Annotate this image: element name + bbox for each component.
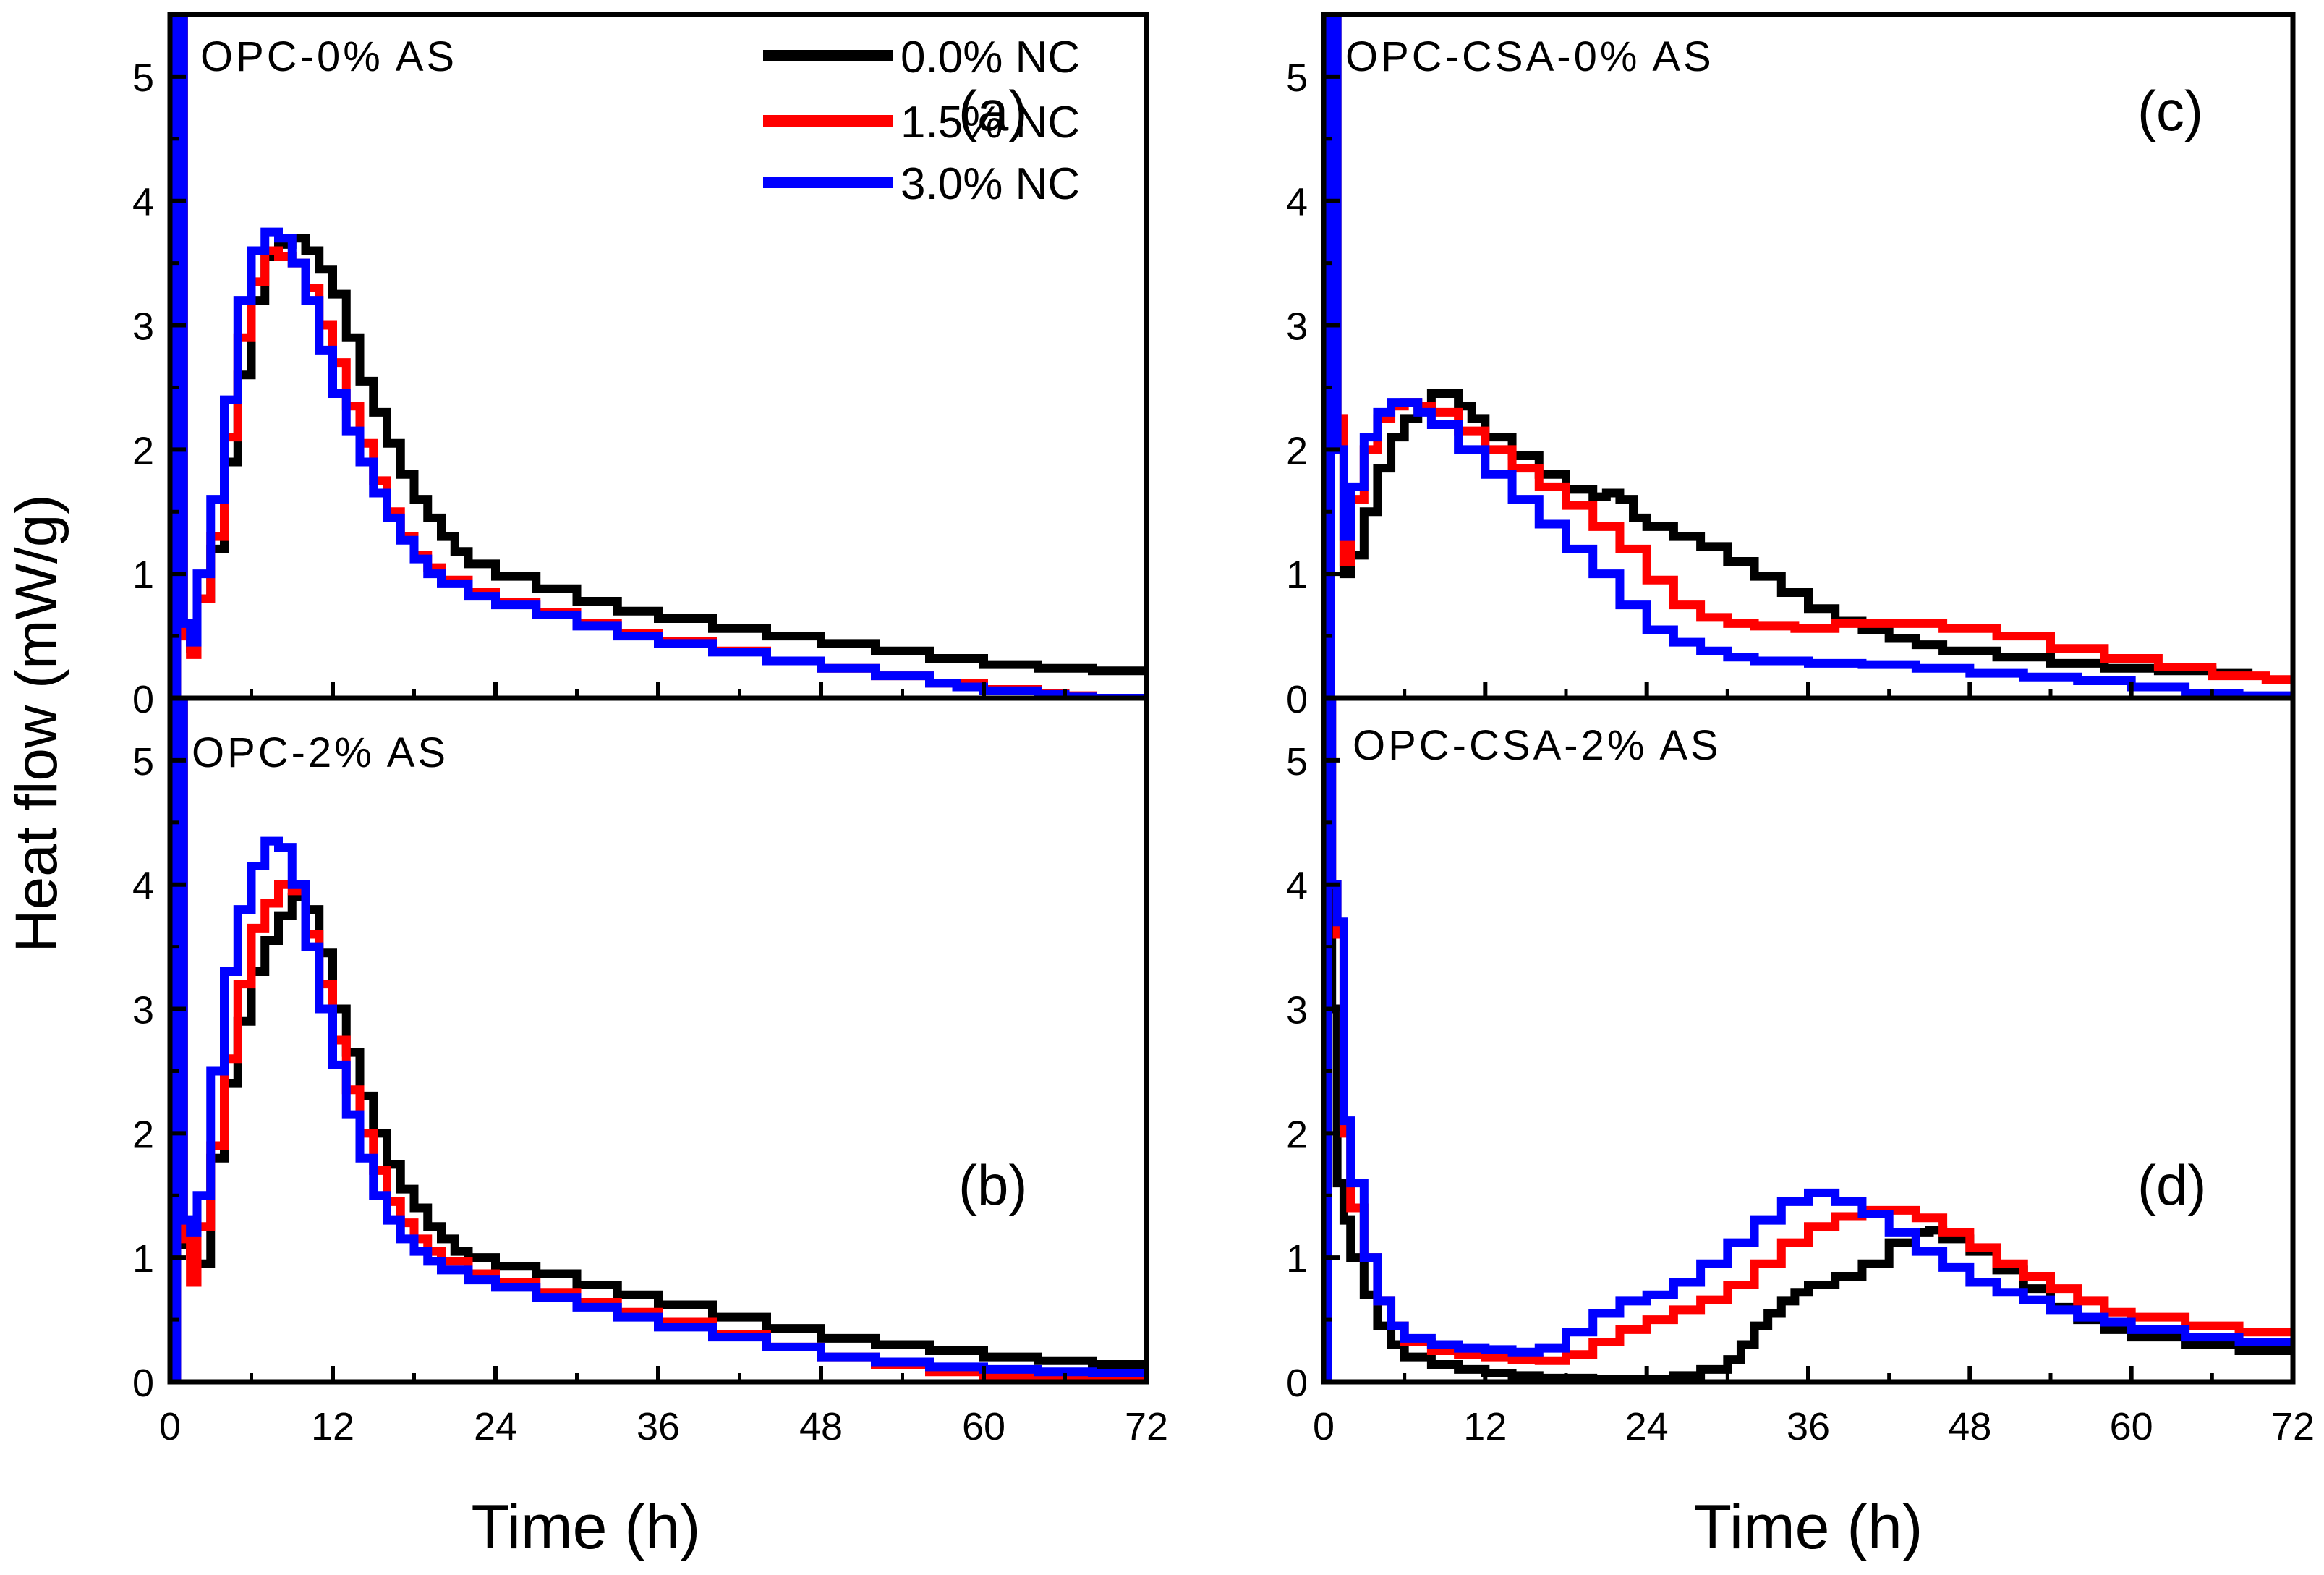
x-tick-label-b-3: 36 [637, 1405, 680, 1448]
series-b-0 [170, 698, 1146, 1382]
legend-label-0: 0.0% NC [901, 33, 1080, 82]
panel-label-c: (c) [2137, 79, 2203, 143]
x-tick-label-b-5: 60 [962, 1405, 1005, 1448]
x-tick-label-d-4: 48 [1948, 1405, 1991, 1448]
y-tick-label-d-0: 0 [1286, 1362, 1308, 1405]
y-tick-label-a-5: 5 [132, 56, 154, 100]
series-group-c [1324, 14, 2293, 698]
x-tick-label-b-0: 0 [159, 1405, 181, 1448]
series-c-0 [1324, 14, 2253, 698]
series-c-1 [1324, 14, 2293, 698]
panel-a: 0 1 2 3 4 5 OPC-0% AS (a) [132, 12, 1149, 721]
panel-title-c: OPC-CSA-0% AS [1345, 33, 1714, 80]
y-tick-label-b-0: 0 [132, 1362, 154, 1405]
x-tick-label-b-1: 12 [311, 1405, 354, 1448]
series-a-2 [170, 14, 1146, 698]
legend-item-0: 0.0% NC [763, 33, 1080, 82]
panel-label-b: (b) [958, 1153, 1027, 1217]
y-tick-label-a-2: 2 [132, 429, 154, 472]
y-tick-label-c-0: 0 [1286, 678, 1308, 721]
y-tick-label-d-2: 2 [1286, 1113, 1308, 1156]
series-d-1 [1324, 698, 2293, 1382]
x-tick-label-b-2: 24 [474, 1405, 517, 1448]
panel-title-a: OPC-0% AS [200, 33, 457, 80]
y-tick-label-d-4: 4 [1286, 865, 1308, 908]
y-tick-label-c-1: 1 [1286, 553, 1308, 597]
x-tick-label-d-0: 0 [1313, 1405, 1335, 1448]
y-tick-label-d-1: 1 [1286, 1237, 1308, 1281]
plot-frame-b [167, 695, 1149, 1385]
x-axis-label-right: Time (h) [1694, 1493, 1923, 1562]
x-tick-label-d-1: 12 [1463, 1405, 1507, 1448]
y-tick-label-c-5: 5 [1286, 56, 1308, 100]
x-tick-label-d-6: 72 [2271, 1405, 2315, 1448]
legend-item-1: 1.5% NC [763, 98, 1080, 148]
y-tick-label-a-3: 3 [132, 305, 154, 349]
x-tick-label-d-2: 24 [1625, 1405, 1669, 1448]
y-tick-label-d-3: 3 [1286, 989, 1308, 1032]
series-b-2 [170, 698, 1146, 1382]
series-group-a [170, 14, 1146, 698]
panel-label-a: (a) [958, 79, 1027, 143]
y-tick-label-b-5: 5 [132, 740, 154, 784]
series-d-2 [1324, 698, 2293, 1382]
panel-c: 0 1 2 3 4 5 OPC-CSA-0% AS (c) [1286, 12, 2296, 721]
legend-label-2: 3.0% NC [901, 159, 1080, 209]
y-tick-label-a-0: 0 [132, 678, 154, 721]
legend: 0.0% NC 1.5% NC 3.0% NC [763, 33, 1080, 209]
y-tick-label-c-2: 2 [1286, 429, 1308, 472]
x-tick-label-b-4: 48 [799, 1405, 843, 1448]
panel-title-b: OPC-2% AS [192, 729, 448, 776]
y-tick-label-d-5: 5 [1286, 740, 1308, 784]
series-c-2 [1324, 14, 2293, 698]
legend-label-1: 1.5% NC [901, 98, 1080, 148]
y-tick-label-c-3: 3 [1286, 305, 1308, 349]
series-a-0 [170, 14, 1146, 698]
x-tick-label-b-6: 72 [1125, 1405, 1168, 1448]
panel-title-d: OPC-CSA-2% AS [1353, 722, 1721, 769]
series-group-b [170, 698, 1146, 1382]
y-tick-label-b-1: 1 [132, 1237, 154, 1281]
series-b-1 [170, 698, 1146, 1382]
legend-item-2: 3.0% NC [763, 159, 1080, 209]
x-axis-label-left: Time (h) [472, 1493, 701, 1562]
y-tick-label-a-4: 4 [132, 181, 154, 224]
x-tick-label-d-5: 60 [2110, 1405, 2153, 1448]
series-d-0 [1324, 698, 2293, 1382]
y-tick-label-b-4: 4 [132, 865, 154, 908]
y-axis-label: Heat flow (mW/g) [4, 494, 69, 952]
y-tick-label-c-4: 4 [1286, 181, 1308, 224]
plot-frame-d [1321, 695, 2296, 1385]
panel-label-d: (d) [2137, 1153, 2206, 1217]
series-group-d [1324, 698, 2293, 1382]
y-tick-label-b-2: 2 [132, 1113, 154, 1156]
y-tick-label-a-1: 1 [132, 553, 154, 597]
x-tick-label-d-3: 36 [1787, 1405, 1830, 1448]
y-tick-label-b-3: 3 [132, 989, 154, 1032]
